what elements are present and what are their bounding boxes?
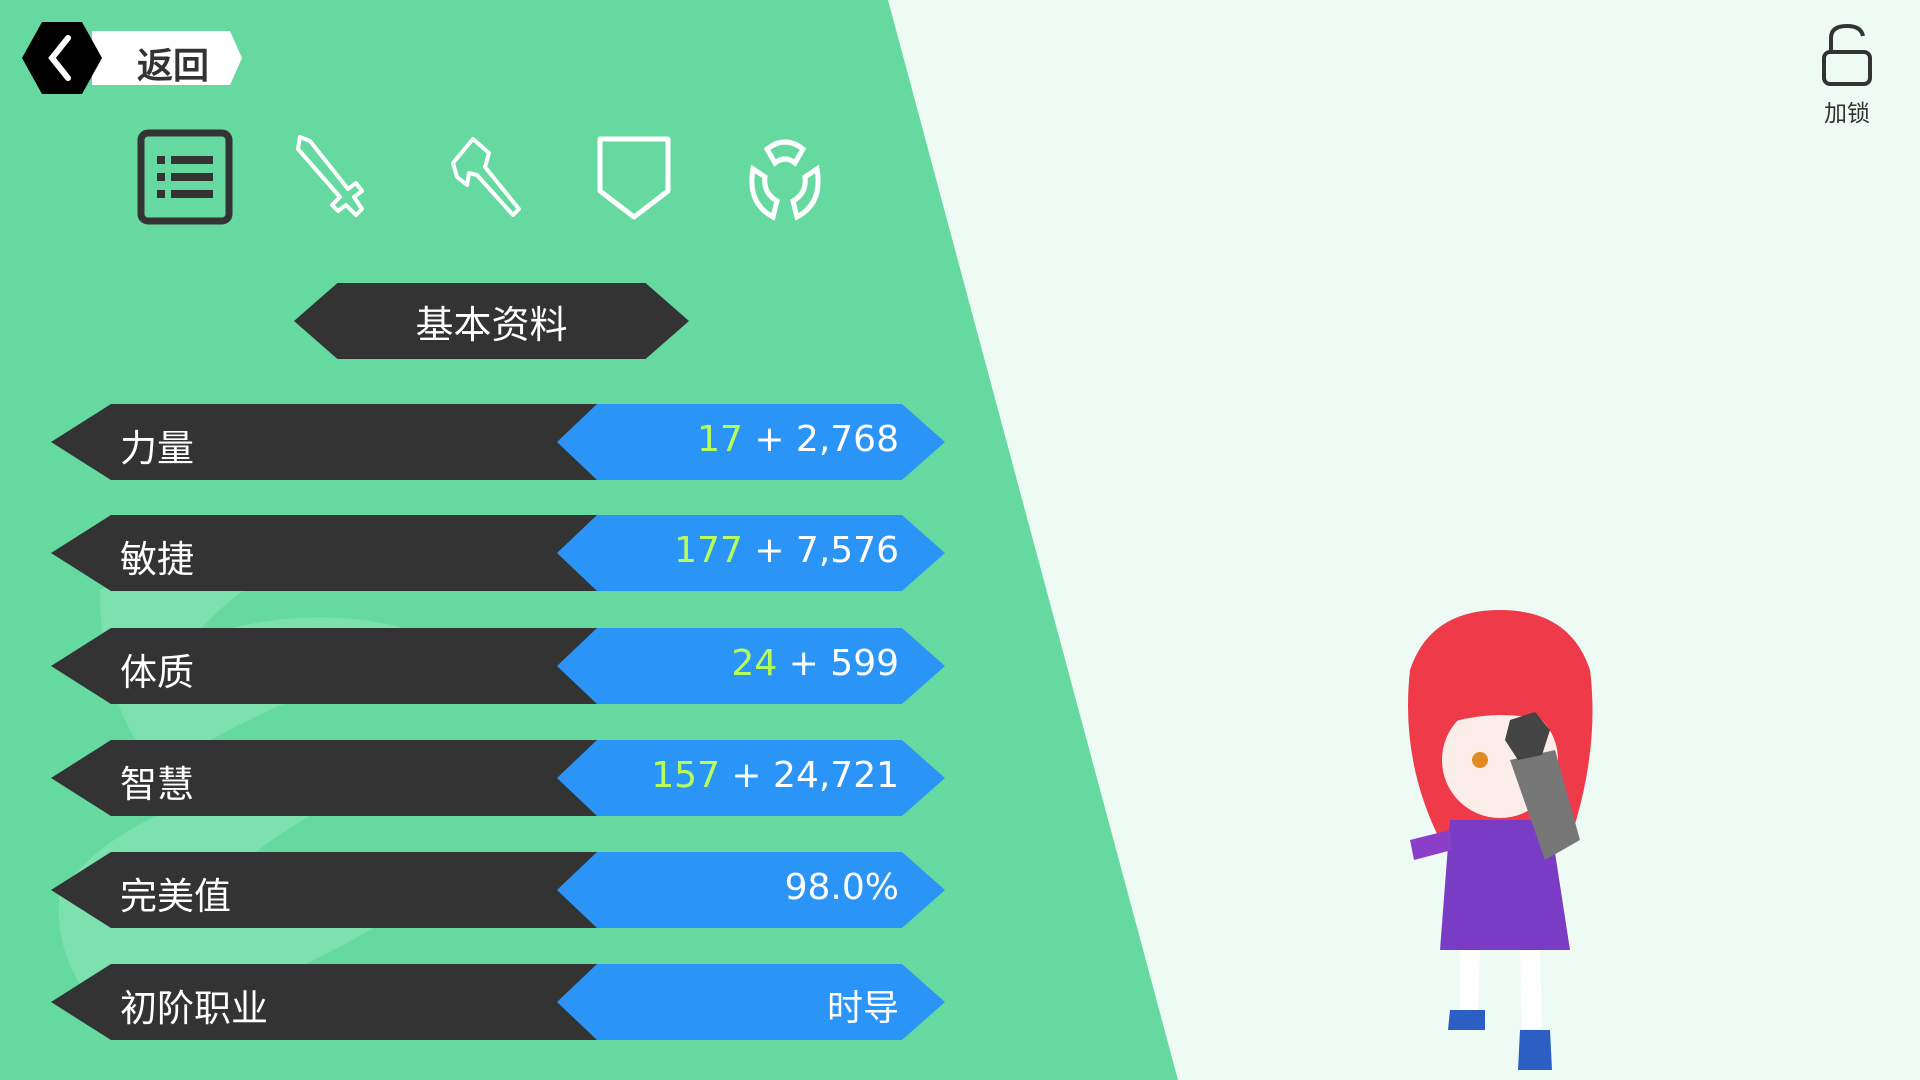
tab-info[interactable]	[137, 129, 233, 225]
back-button[interactable]: 返回	[22, 22, 242, 94]
tab-tool[interactable]	[437, 129, 533, 225]
chevron-left-icon	[22, 22, 102, 94]
section-title: 基本资料	[294, 283, 689, 359]
lock-button[interactable]: 加锁	[1812, 22, 1882, 128]
stat-label: 力量	[120, 427, 194, 470]
list-icon	[137, 129, 233, 225]
stat-value: 177 + 7,576	[674, 530, 899, 571]
stat-value: 17 + 2,768	[697, 419, 899, 460]
stat-row-class: 初阶职业 时导	[51, 964, 951, 1040]
stat-label: 完美值	[120, 875, 231, 918]
shield-icon	[597, 136, 671, 220]
stat-label: 智慧	[120, 763, 194, 806]
tab-armor[interactable]	[586, 129, 682, 225]
stat-value: 157 + 24,721	[651, 755, 899, 796]
stat-row-agility: 敏捷 177 + 7,576	[51, 515, 951, 591]
stat-value: 时导	[826, 988, 899, 1029]
pickaxe-icon	[451, 137, 521, 217]
stat-row-perfection: 完美值 98.0%	[51, 852, 951, 928]
ring-icon	[749, 139, 821, 221]
stat-row-constitution: 体质 24 + 599	[51, 628, 951, 704]
unlock-icon	[1822, 23, 1872, 86]
stat-row-strength: 力量 17 + 2,768	[51, 404, 951, 480]
tab-accessory[interactable]	[737, 129, 833, 225]
stat-label: 体质	[120, 651, 194, 694]
back-label: 返回	[137, 46, 210, 87]
sword-icon	[296, 135, 364, 217]
lock-label: 加锁	[1824, 101, 1870, 127]
stat-label: 敏捷	[120, 538, 194, 581]
character-model	[1408, 610, 1593, 1070]
stat-label: 初阶职业	[120, 987, 268, 1030]
stat-value: 24 + 599	[731, 643, 899, 684]
stat-value: 98.0%	[784, 867, 899, 908]
stat-row-wisdom: 智慧 157 + 24,721	[51, 740, 951, 816]
tab-weapon[interactable]	[286, 129, 382, 225]
